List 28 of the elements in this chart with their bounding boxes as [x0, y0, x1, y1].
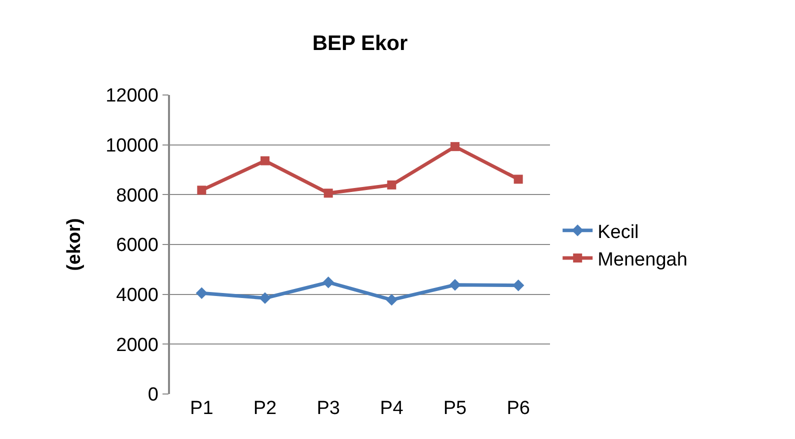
- y-tick-label: 8000: [116, 185, 158, 206]
- x-tick-label: P4: [380, 398, 404, 419]
- x-tick-label: P5: [443, 398, 467, 419]
- x-tick-label: P6: [506, 398, 530, 419]
- point: [449, 279, 461, 291]
- y-tick-label: 4000: [116, 284, 158, 306]
- legend-label: Menengah: [598, 249, 688, 270]
- y-axis-title: (ekor): [64, 218, 85, 271]
- point: [322, 276, 334, 288]
- chart-title: BEP Ekor: [312, 32, 408, 55]
- y-tick-label: 0: [148, 384, 158, 406]
- y-tick-label: 12000: [106, 86, 158, 107]
- x-tick-label: P3: [316, 398, 340, 419]
- x-tick-label: P2: [253, 398, 277, 419]
- point: [259, 292, 271, 304]
- legend-label: Kecil: [598, 222, 639, 243]
- y-tick-label: 10000: [106, 135, 158, 156]
- y-tick-label: 2000: [116, 334, 158, 356]
- y-tick-label: 6000: [116, 235, 158, 256]
- point: [260, 156, 270, 166]
- point: [324, 188, 333, 198]
- point: [197, 186, 206, 195]
- point: [387, 180, 396, 190]
- point: [450, 142, 460, 152]
- x-tick-label: P1: [190, 398, 214, 419]
- point: [196, 287, 208, 299]
- point: [514, 174, 523, 184]
- point: [386, 294, 398, 306]
